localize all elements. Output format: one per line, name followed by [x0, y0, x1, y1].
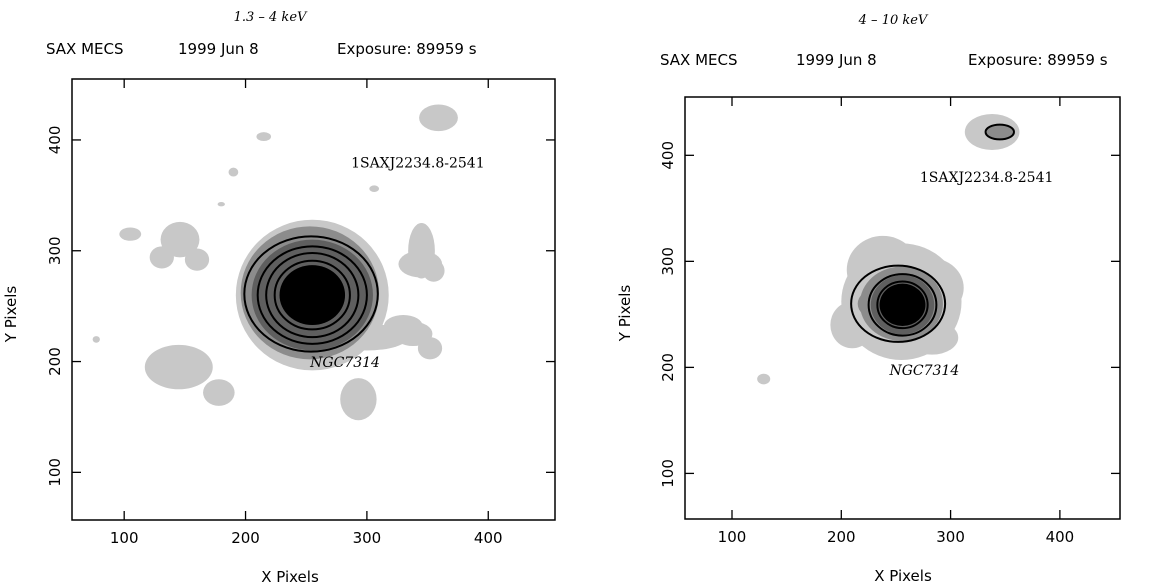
header-exposure-left: Exposure: 89959 s	[337, 40, 477, 58]
x-tick-label-left-3: 400	[474, 529, 503, 547]
galaxy-label-right: NGC7314	[888, 363, 959, 379]
intensity-blob-left-20	[217, 201, 225, 207]
energy-band-right: 4 – 10 keV	[858, 13, 929, 28]
y-tick-label-right-3: 400	[659, 141, 677, 170]
plot-frame-right	[684, 96, 1121, 520]
y-tick-label-right-0: 100	[659, 459, 677, 488]
y-tick-label-left-2: 300	[46, 236, 64, 265]
intensity-blob-right-9	[985, 124, 1014, 140]
contour-line-right-0	[850, 264, 947, 343]
y-axis-title-right: Y Pixels	[616, 285, 634, 343]
plot-area-left: 100 200 300 400 100 200 300 400 1SAXJ2234.8-2541…	[46, 78, 556, 547]
intensity-blob-left-7	[340, 378, 377, 421]
panel-left: 1.3 – 4 keV SAX MECS 1999 Jun 8 Exposure…	[2, 10, 556, 586]
energy-band-left: 1.3 – 4 keV	[234, 10, 308, 25]
contour-line-left-3	[273, 259, 351, 331]
y-tick-label-left-0: 100	[46, 458, 64, 487]
header-date-right: 1999 Jun 8	[796, 51, 877, 69]
panel-right: 4 – 10 keV SAX MECS 1999 Jun 8 Exposure:…	[616, 13, 1121, 585]
y-tick-label-right-2: 300	[659, 247, 677, 276]
contour-line-left-0	[243, 235, 379, 353]
intensity-blob-left-11	[119, 227, 142, 241]
intensity-blob-left-6	[203, 379, 235, 406]
image-layer-left	[92, 104, 458, 421]
x-tick-label-right-2: 300	[936, 528, 965, 546]
contour-line-right-1	[867, 273, 938, 337]
y-axis-title-left: Y Pixels	[2, 286, 20, 344]
x-tick-label-left-2: 300	[353, 529, 382, 547]
galaxy-label-left: NGC7314	[309, 355, 380, 371]
x-tick-label-right-3: 400	[1046, 528, 1075, 546]
x-tick-label-left-0: 100	[110, 529, 139, 547]
x-tick-label-left-1: 200	[231, 529, 260, 547]
header-instrument-left: SAX MECS	[46, 40, 124, 58]
y-tick-label-right-1: 200	[659, 353, 677, 382]
contour-line-left-2	[265, 251, 360, 339]
contour-line-left-1	[256, 245, 368, 345]
intensity-blob-left-14	[422, 259, 445, 282]
intensity-blob-left-25	[279, 265, 346, 325]
image-layer-right	[757, 113, 1020, 385]
intensity-blob-left-4	[417, 337, 443, 360]
header-instrument-right: SAX MECS	[660, 51, 738, 69]
x-tick-label-right-0: 100	[718, 528, 747, 546]
intensity-blob-left-9	[184, 248, 210, 271]
intensity-blob-left-16	[256, 132, 272, 142]
y-tick-label-left-1: 200	[46, 347, 64, 376]
contour-line-right-2	[876, 280, 929, 330]
x-axis-title-right: X Pixels	[874, 567, 932, 585]
intensity-blob-left-5	[144, 344, 213, 390]
x-axis-title-left: X Pixels	[261, 568, 319, 586]
intensity-blob-right-11	[879, 283, 926, 327]
plot-area-right: 100 200 300 400 100 200 300 400 1SAXJ2234.8-2541…	[659, 96, 1121, 546]
header-exposure-right: Exposure: 89959 s	[968, 51, 1108, 69]
header-date-left: 1999 Jun 8	[178, 40, 259, 58]
source-label-left: 1SAXJ2234.8-2541	[351, 156, 485, 172]
y-tick-label-left-3: 400	[46, 126, 64, 155]
intensity-blob-left-19	[92, 336, 100, 343]
source-label-right: 1SAXJ2234.8-2541	[920, 170, 1054, 186]
intensity-blob-left-15	[419, 104, 458, 132]
intensity-blob-right-6	[757, 373, 771, 385]
intensity-blob-left-10	[149, 246, 174, 269]
intensity-blob-left-8	[160, 221, 200, 258]
contour-line-right-3	[984, 123, 1015, 141]
intensity-blob-left-18	[369, 185, 380, 193]
intensity-blob-left-17	[228, 167, 239, 177]
plot-frame-left	[71, 78, 556, 521]
x-tick-label-right-1: 200	[827, 528, 856, 546]
